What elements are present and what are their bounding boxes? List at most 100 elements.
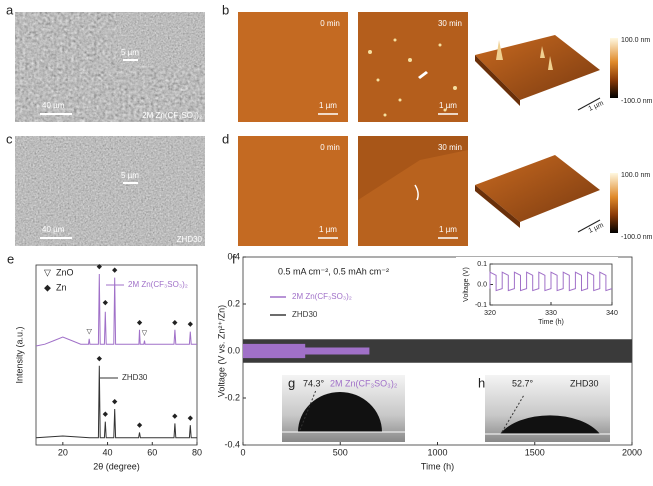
peak-marker: ◆ (103, 300, 109, 307)
panel-label: g (288, 375, 295, 390)
panel-c: c 5 µm 40 µm ZHD30 (6, 131, 206, 246)
annotation: 0.5 mA cm⁻², 0.5 mAh cm⁻² (278, 266, 389, 276)
panel-label: f (232, 251, 236, 266)
scale-label: 1 µm (319, 101, 337, 110)
series-line (489, 271, 613, 292)
panel-label: d (222, 131, 229, 146)
y-axis-label: Voltage (V vs. Zn²⁺/Zn) (216, 305, 226, 397)
scale-label: 1 µm (439, 225, 457, 234)
panel-label: b (222, 2, 229, 17)
x-tick-label: 500 (333, 447, 348, 457)
afm-image (238, 12, 348, 122)
peak-marker: ▽ (142, 330, 148, 337)
colorbar-label: 100.0 nm (621, 172, 650, 179)
afm-terrace (358, 136, 468, 200)
peak-marker: ◆ (137, 422, 143, 429)
x-tick-label: 80 (192, 447, 202, 457)
colorbar-label: 100.0 nm (621, 37, 650, 44)
scale-bar (577, 219, 601, 233)
x-tick-label: 60 (147, 447, 157, 457)
y-tick-label: -0.1 (475, 302, 487, 309)
inset-background (456, 257, 618, 329)
x-tick-label: 2000 (622, 447, 642, 457)
y-tick-label: -0.2 (224, 392, 240, 402)
legend-label: ZnO (56, 267, 74, 277)
scale-label: 1 µm (439, 101, 457, 110)
x-tick-label: 340 (606, 310, 618, 317)
x-axis-label: 2θ (degree) (93, 461, 140, 471)
tangent (299, 389, 317, 431)
series-line (35, 365, 197, 439)
scale-label: 1 µm (588, 100, 605, 113)
y-tick-label: 0.0 (227, 345, 240, 355)
colorbar (610, 38, 618, 98)
droplet (298, 392, 382, 432)
scale-label: 5 µm (121, 48, 139, 57)
panel-g: g 74.3° 2M Zn(CF₃SO₃)₂ (282, 375, 405, 442)
time-label: 0 min (320, 143, 340, 152)
afm-feature (414, 184, 419, 201)
series-line (35, 273, 197, 347)
colorbar-label: -100.0 nm (621, 234, 653, 241)
scale-label: 1 µm (319, 225, 337, 234)
scale-label: 40 µm (42, 101, 65, 110)
legend-label: 2M Zn(CF₃SO₃)₂ (292, 292, 352, 301)
x-tick-label: 1500 (525, 447, 545, 457)
peak-marker: ◆ (103, 411, 109, 418)
x-tick-label: 1000 (427, 447, 447, 457)
angle-label: 74.3° (303, 378, 325, 388)
peak-marker: ◆ (172, 319, 178, 326)
colorbar (610, 173, 618, 233)
afm-3d-side (475, 55, 520, 106)
time-label: 0 min (320, 19, 340, 28)
x-tick-label: 330 (545, 310, 557, 317)
series-label: 2M Zn(CF₃SO₃)₂ (128, 280, 188, 289)
afm-3d-side (475, 185, 520, 228)
scale-bar (577, 97, 601, 111)
peak-marker: ◆ (112, 267, 118, 274)
y-tick-label: 0.0 (477, 281, 487, 288)
x-axis-label: Time (h) (421, 461, 454, 471)
panel-label: a (6, 2, 14, 17)
x-axis-label: Time (h) (538, 319, 564, 326)
voltage-band (243, 343, 370, 359)
voltage-band (243, 339, 632, 363)
y-tick-label: 0.1 (477, 261, 487, 268)
legend-label: Zn (56, 282, 67, 292)
caption: 2M Zn(CF₃SO₃)₂ (330, 378, 398, 388)
peak-marker: ◆ (172, 413, 178, 420)
legend-symbol: ▽ (44, 267, 51, 277)
peak-marker: ▽ (87, 328, 93, 335)
afm-3d (475, 35, 600, 100)
colorbar-label: -100.0 nm (621, 98, 653, 105)
scale-label: 5 µm (121, 171, 139, 180)
panel-label: e (7, 251, 14, 266)
peak-marker: ◆ (188, 321, 194, 328)
afm-features (368, 38, 457, 117)
afm-peaks (496, 40, 553, 70)
afm-image (358, 12, 468, 122)
caption: ZHD30 (177, 235, 203, 244)
plot-frame (35, 264, 198, 446)
y-tick-label: -0.4 (224, 439, 240, 449)
time-label: 30 min (438, 19, 462, 28)
peak-marker: ◆ (112, 399, 118, 406)
x-tick-label: 0 (240, 447, 245, 457)
caption: ZHD30 (570, 378, 599, 388)
panel-label: h (478, 375, 485, 390)
scale-label: 40 µm (42, 225, 65, 234)
sem-inset (116, 135, 206, 190)
series-label: ZHD30 (122, 373, 148, 382)
panel-label: c (6, 131, 13, 146)
scale-label: 1 µm (588, 222, 605, 235)
afm-image (238, 136, 348, 246)
y-tick-label: 0.4 (227, 251, 240, 261)
y-axis-label: Voltage (V) (463, 267, 470, 302)
panel-h: h 52.7° ZHD30 (478, 375, 610, 442)
peak-marker: ◆ (137, 319, 143, 326)
sem-inset (116, 11, 206, 66)
x-tick-label: 20 (58, 447, 68, 457)
tangent (501, 394, 525, 433)
angle-label: 52.7° (512, 378, 534, 388)
